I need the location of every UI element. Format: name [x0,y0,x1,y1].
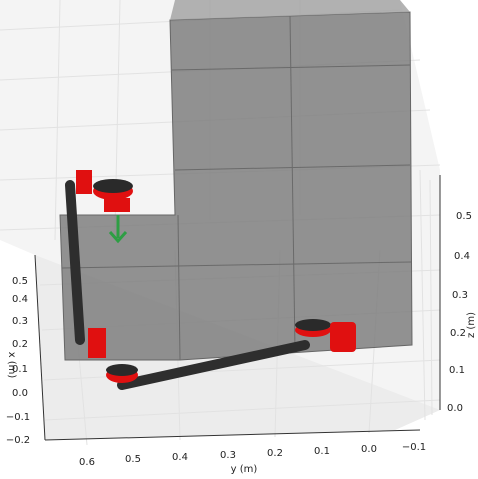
y-tick-label: 0.2 [267,448,283,459]
y-tick-label: 0.0 [361,444,377,455]
z-axis-label: z (m) [466,312,477,338]
y-axis-label: y (m) [231,464,258,475]
z-tick-label: 0.5 [456,211,472,222]
y-tick-label: 0.6 [79,457,95,468]
x-tick-label: 0.5 [12,276,28,287]
z-tick-label: 0.3 [452,290,468,301]
z-tick-label: 0.1 [449,365,465,376]
joint [88,328,106,358]
joint [295,319,331,331]
plot-3d: x (m) y (m) z (m) 0.50.40.30.20.10.0−0.1… [0,0,478,479]
x-tick-label: 0.0 [12,388,28,399]
x-tick-label: −0.1 [6,412,30,423]
joint [76,170,92,194]
x-tick-label: −0.2 [6,435,30,446]
end-effector [104,198,130,212]
z-tick-label: 0.2 [450,328,466,339]
y-tick-label: 0.1 [314,446,330,457]
y-tick-label: 0.3 [220,450,236,461]
x-tick-label: 0.1 [12,364,28,375]
y-tick-label: −0.1 [402,442,426,453]
x-tick-label: 0.3 [12,316,28,327]
joint [106,364,138,376]
x-tick-label: 0.2 [12,339,28,350]
joint [93,179,133,193]
x-tick-label: 0.4 [12,294,28,305]
z-tick-label: 0.4 [454,251,470,262]
z-tick-label: 0.0 [447,403,463,414]
y-tick-label: 0.5 [125,454,141,465]
joint [330,322,356,352]
y-tick-label: 0.4 [172,452,188,463]
